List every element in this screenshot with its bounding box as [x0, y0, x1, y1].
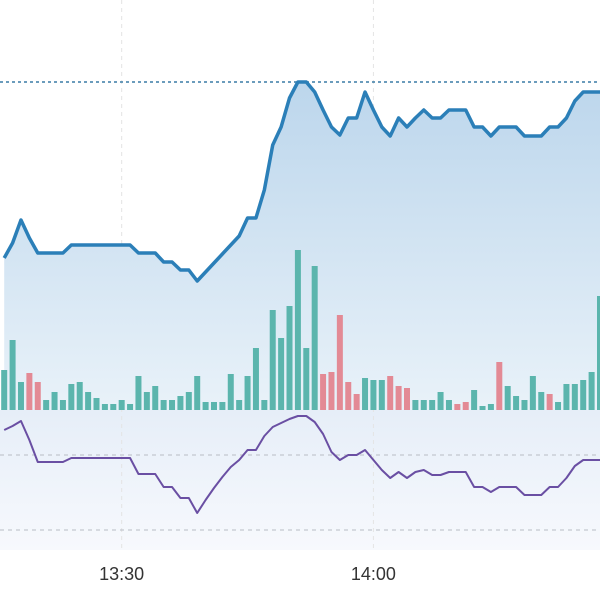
volume-bar	[387, 376, 394, 410]
volume-bar	[135, 376, 142, 410]
volume-bar	[588, 372, 595, 410]
volume-bar	[362, 378, 369, 410]
volume-bar	[378, 380, 385, 410]
volume-bar	[278, 338, 285, 410]
volume-bar	[294, 250, 301, 410]
volume-bar	[118, 400, 125, 410]
volume-bar	[152, 386, 159, 410]
volume-bar	[529, 376, 536, 410]
volume-bar	[202, 402, 209, 410]
volume-bar	[479, 406, 486, 410]
volume-bar	[320, 374, 327, 410]
price-line	[2, 80, 600, 283]
volume-bar	[563, 384, 570, 410]
volume-bar	[68, 384, 75, 410]
volume-bar	[17, 382, 24, 410]
volume-bar	[244, 376, 251, 410]
volume-bar	[487, 404, 494, 410]
volume-bar	[395, 386, 402, 410]
volume-bar	[227, 374, 234, 410]
volume-bar	[538, 392, 545, 410]
volume-bar	[412, 400, 419, 410]
volume-bar	[43, 400, 50, 410]
volume-bar	[580, 380, 587, 410]
volume-bar	[34, 382, 41, 410]
volume-bar	[345, 382, 352, 410]
volume-bar	[236, 400, 243, 410]
volume-bar	[555, 402, 562, 410]
volume-bar	[9, 340, 16, 410]
volume-bar	[93, 398, 100, 410]
volume-bar	[454, 404, 461, 410]
volume-bar	[437, 392, 444, 410]
volume-bar	[177, 396, 184, 410]
volume-bar	[219, 402, 226, 410]
volume-bar	[185, 392, 192, 410]
volume-bar	[597, 296, 600, 410]
volume-bar	[252, 348, 259, 410]
volume-bar	[286, 306, 293, 410]
volume-bar	[403, 388, 410, 410]
volume-bar	[194, 376, 201, 410]
volume-bar	[370, 380, 377, 410]
volume-bar	[59, 400, 66, 410]
volume-bar	[76, 382, 83, 410]
volume-bar	[269, 310, 276, 410]
volume-bar	[169, 400, 176, 410]
volume-bar	[445, 400, 452, 410]
volume-bar	[546, 394, 553, 410]
volume-bar	[353, 394, 360, 410]
volume-bar	[496, 362, 503, 410]
x-tick-label: 13:30	[99, 564, 144, 584]
volume-bar	[429, 400, 436, 410]
volume-bar	[160, 400, 167, 410]
volume-bar	[210, 402, 217, 410]
volume-bar	[471, 390, 478, 410]
volume-bar	[571, 384, 578, 410]
volume-bar	[1, 370, 8, 410]
volume-bar	[143, 392, 150, 410]
volume-bar	[328, 372, 335, 410]
volume-bar	[504, 386, 511, 410]
volume-bar	[311, 266, 318, 410]
volume-bar	[101, 404, 108, 410]
volume-bar	[261, 400, 268, 410]
lower-panel	[0, 410, 600, 550]
volume-bar	[303, 348, 310, 410]
volume-bar	[513, 396, 520, 410]
volume-bar	[85, 392, 92, 410]
x-tick-label: 14:00	[351, 564, 396, 584]
volume-bar	[521, 400, 528, 410]
volume-bar	[420, 400, 427, 410]
volume-bar	[336, 315, 343, 410]
volume-bar	[462, 402, 469, 410]
price-area	[4, 82, 600, 410]
volume-bar	[26, 373, 33, 410]
volume-bar	[110, 404, 117, 410]
indicator-line	[3, 415, 600, 514]
volume-bar	[51, 392, 58, 410]
volume-bar	[127, 404, 134, 410]
